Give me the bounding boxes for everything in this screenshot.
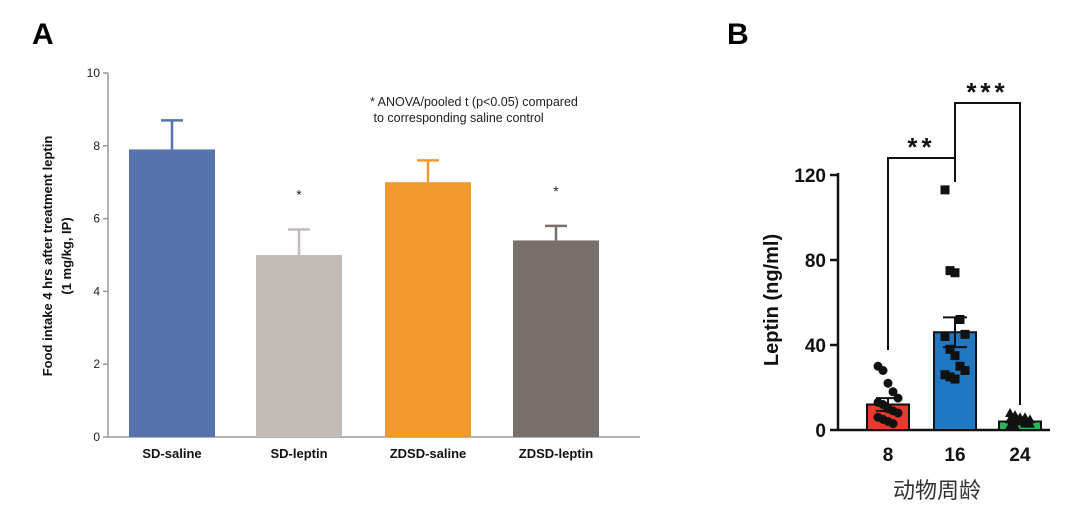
panel-a-x-tick-labels: SD-saline SD-leptin ZDSD-saline ZDSD-leptin bbox=[142, 446, 593, 461]
panel-b-point bbox=[893, 408, 903, 418]
panel-b-category-label: 8 bbox=[883, 445, 894, 466]
panel-b-y-tick-label: 120 bbox=[794, 166, 826, 187]
panel-b-point bbox=[1010, 420, 1020, 430]
panel-b-y-tick-label: 0 bbox=[815, 421, 826, 442]
panel-a-bar-sd-saline bbox=[129, 149, 215, 437]
panel-a-significance-star: * bbox=[296, 187, 302, 203]
panel-b-comparisons: ***** bbox=[887, 77, 1021, 405]
panel-a-y-tick-label: 10 bbox=[87, 66, 101, 80]
panel-b-point bbox=[940, 185, 950, 195]
panel-b-letter: B bbox=[727, 18, 749, 51]
panel-a-significance-star: * bbox=[553, 183, 559, 199]
panel-b-y-axis: 0 40 80 120 bbox=[794, 166, 1050, 442]
panel-b-point bbox=[945, 372, 955, 382]
panel-b-point bbox=[960, 329, 970, 339]
panel-b-point bbox=[955, 361, 965, 371]
panel-b-comparison-label: *** bbox=[966, 77, 1008, 107]
panel-b-comparison-bracket bbox=[954, 102, 1021, 405]
panel-b-point bbox=[940, 332, 950, 341]
panel-a-y-tick-label: 8 bbox=[93, 139, 100, 153]
panel-b-comparison-label: ** bbox=[907, 132, 935, 162]
panel-b-points bbox=[873, 185, 1035, 430]
panel-a-bars: * * bbox=[129, 119, 599, 437]
panel-b-point bbox=[945, 266, 955, 276]
panel-a-category-label: SD-saline bbox=[142, 446, 201, 461]
panel-a-bar-zdsd-leptin bbox=[513, 240, 599, 437]
panel-a-letter: A bbox=[32, 18, 54, 51]
panel-b-point bbox=[888, 387, 898, 397]
panel-b-point bbox=[945, 344, 955, 354]
panel-b-x-label: 动物周龄 bbox=[893, 479, 981, 504]
panel-a-annotation-line-1: * ANOVA/pooled t (p<0.05) compared bbox=[370, 95, 578, 109]
panel-a-category-label: ZDSD-leptin bbox=[519, 446, 593, 461]
panel-b-point bbox=[950, 268, 960, 278]
panel-b-point bbox=[950, 351, 960, 361]
panel-b-category-label: 16 bbox=[944, 445, 965, 466]
panel-b-point bbox=[950, 374, 960, 384]
panel-a-annotation-line-2: to corresponding saline control bbox=[370, 111, 544, 125]
panel-a-y-label: Food intake 4 hrs after treatment leptin bbox=[40, 136, 55, 377]
panel-b-category-label: 24 bbox=[1009, 445, 1031, 466]
panel-b-y-tick-label: 40 bbox=[805, 336, 826, 357]
panel-b-y-tick-label: 80 bbox=[805, 251, 826, 272]
panel-a-y-label-2: (1 mg/kg, IP) bbox=[59, 217, 74, 294]
panel-a-y-tick-label: 0 bbox=[93, 430, 100, 444]
panel-a-y-tick-label: 2 bbox=[93, 357, 100, 371]
panel-b-point bbox=[955, 315, 965, 324]
panel-b-point bbox=[1025, 418, 1035, 428]
panel-b-point bbox=[878, 366, 888, 375]
panel-b-y-label: Leptin (ng/ml) bbox=[761, 234, 783, 366]
panel-b-x-tick-labels: 8 16 24 bbox=[883, 445, 1031, 466]
panel-a-bar-sd-leptin bbox=[256, 255, 342, 437]
panel-b-point bbox=[940, 370, 950, 380]
panel-b-point bbox=[960, 366, 970, 375]
panel-a-bar-zdsd-saline bbox=[385, 182, 471, 437]
panel-b-point bbox=[883, 378, 893, 388]
panel-b-point bbox=[888, 419, 898, 429]
panel-b-point bbox=[893, 393, 903, 403]
panel-a-y-tick-label: 6 bbox=[93, 212, 100, 226]
panel-a-category-label: ZDSD-saline bbox=[390, 446, 467, 461]
panel-a-y-tick-label: 4 bbox=[93, 284, 100, 298]
panel-a-category-label: SD-leptin bbox=[270, 446, 327, 461]
